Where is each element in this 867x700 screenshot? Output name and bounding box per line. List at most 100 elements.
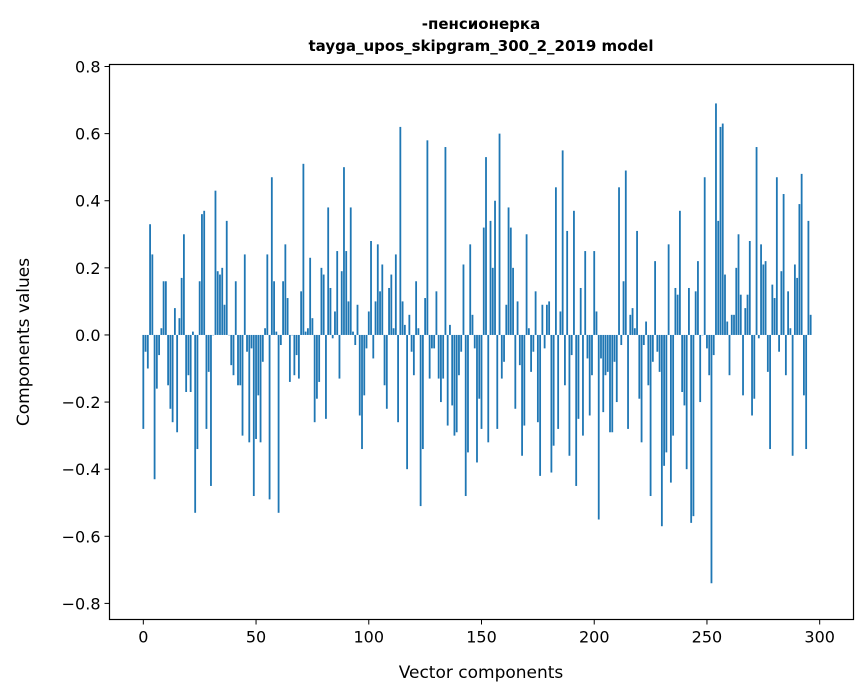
bar (663, 335, 665, 466)
bar (264, 328, 266, 335)
bar (494, 201, 496, 335)
bar (503, 335, 505, 362)
bar (632, 308, 634, 335)
bar (729, 335, 731, 375)
x-tick-label: 0 (138, 628, 148, 647)
bar (296, 335, 298, 355)
bar (762, 264, 764, 334)
y-tick-label: 0.4 (75, 192, 100, 211)
bar (602, 335, 604, 412)
y-tick-label: 0.8 (75, 58, 100, 77)
y-tick-label: −0.2 (62, 393, 101, 412)
bar (774, 298, 776, 335)
bar (751, 335, 753, 416)
bar (454, 335, 456, 436)
bar (695, 291, 697, 335)
bar (485, 157, 487, 335)
bar (681, 335, 683, 392)
bar (783, 194, 785, 335)
bar (526, 234, 528, 335)
bar (426, 140, 428, 335)
bar (789, 328, 791, 335)
bar (546, 305, 548, 335)
bar (345, 251, 347, 335)
bar (350, 207, 352, 335)
bar (467, 335, 469, 452)
bar (674, 288, 676, 335)
bar (145, 335, 147, 352)
bar (278, 335, 280, 513)
bar (269, 335, 271, 499)
bar (404, 325, 406, 335)
bar (465, 335, 467, 496)
bar (803, 335, 805, 395)
bar (314, 335, 316, 422)
bar (724, 275, 726, 335)
bar (749, 241, 751, 335)
bar (215, 191, 217, 335)
bar (363, 335, 365, 395)
bar (740, 295, 742, 335)
bar (160, 328, 162, 335)
bar (176, 335, 178, 432)
bar (293, 335, 295, 375)
bar (677, 295, 679, 335)
bar (458, 335, 460, 375)
bar (566, 231, 568, 335)
bar (203, 211, 205, 335)
bar (255, 335, 257, 439)
bar (248, 335, 250, 442)
bar (715, 103, 717, 335)
bar (539, 335, 541, 476)
bar (517, 301, 519, 335)
bar (417, 328, 419, 335)
bar (323, 275, 325, 335)
bar (217, 271, 219, 335)
bar (185, 335, 187, 392)
bar (548, 301, 550, 335)
bar (638, 335, 640, 399)
y-tick-label: −0.8 (62, 594, 101, 613)
bar (415, 281, 417, 335)
bar (343, 167, 345, 335)
bar (379, 291, 381, 335)
bar (169, 335, 171, 409)
bar (591, 335, 593, 375)
y-axis: −0.8−0.6−0.4−0.20.00.20.40.60.8 (62, 58, 110, 614)
bar (341, 271, 343, 335)
bar (408, 315, 410, 335)
bar (528, 328, 530, 335)
bar (280, 335, 282, 345)
bar (555, 187, 557, 335)
bar (226, 221, 228, 335)
bar (233, 335, 235, 375)
x-tick-label: 150 (466, 628, 497, 647)
bar (720, 127, 722, 335)
bar (325, 335, 327, 419)
y-tick-label: −0.4 (62, 460, 101, 479)
bar (224, 305, 226, 335)
bar (370, 241, 372, 335)
bar (713, 335, 715, 355)
bar (456, 335, 458, 432)
bar (523, 335, 525, 426)
bar (359, 335, 361, 416)
bar (587, 335, 589, 358)
bar (571, 335, 573, 355)
bar (390, 275, 392, 335)
bar (501, 335, 503, 379)
bar (188, 335, 190, 375)
bar (309, 258, 311, 335)
x-tick-label: 250 (692, 628, 723, 647)
bar (600, 335, 602, 358)
bar (656, 335, 658, 352)
bar (354, 335, 356, 345)
x-tick-label: 50 (246, 628, 266, 647)
bar (393, 328, 395, 335)
bar (221, 268, 223, 335)
bar (438, 335, 440, 379)
bar (544, 335, 546, 348)
bar (697, 261, 699, 335)
bar (402, 301, 404, 335)
